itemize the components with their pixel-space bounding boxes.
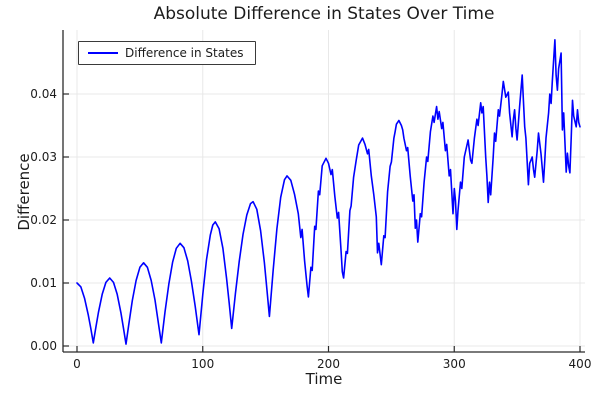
x-tick-label: 400	[569, 357, 592, 371]
y-axis-label: Difference	[15, 153, 33, 231]
x-tick-label: 100	[191, 357, 214, 371]
series-line-difference-in-states	[76, 38, 581, 345]
x-tick-label: 200	[317, 357, 340, 371]
y-tick-label: 0.01	[30, 276, 57, 290]
chart-title: Absolute Difference in States Over Time	[153, 4, 495, 24]
y-tick-label: 0.02	[30, 213, 57, 227]
legend-box: Difference in States	[78, 41, 257, 65]
x-tick-label: 300	[443, 357, 466, 371]
x-tick-label: 0	[73, 357, 81, 371]
y-tick-label: 0.04	[30, 87, 57, 101]
legend-entry-label: Difference in States	[125, 46, 244, 60]
legend-line-sample-icon	[88, 52, 118, 54]
y-tick-label: 0.03	[30, 150, 57, 164]
y-tick-label: 0.00	[30, 339, 57, 353]
x-axis-label: Time	[305, 370, 343, 388]
